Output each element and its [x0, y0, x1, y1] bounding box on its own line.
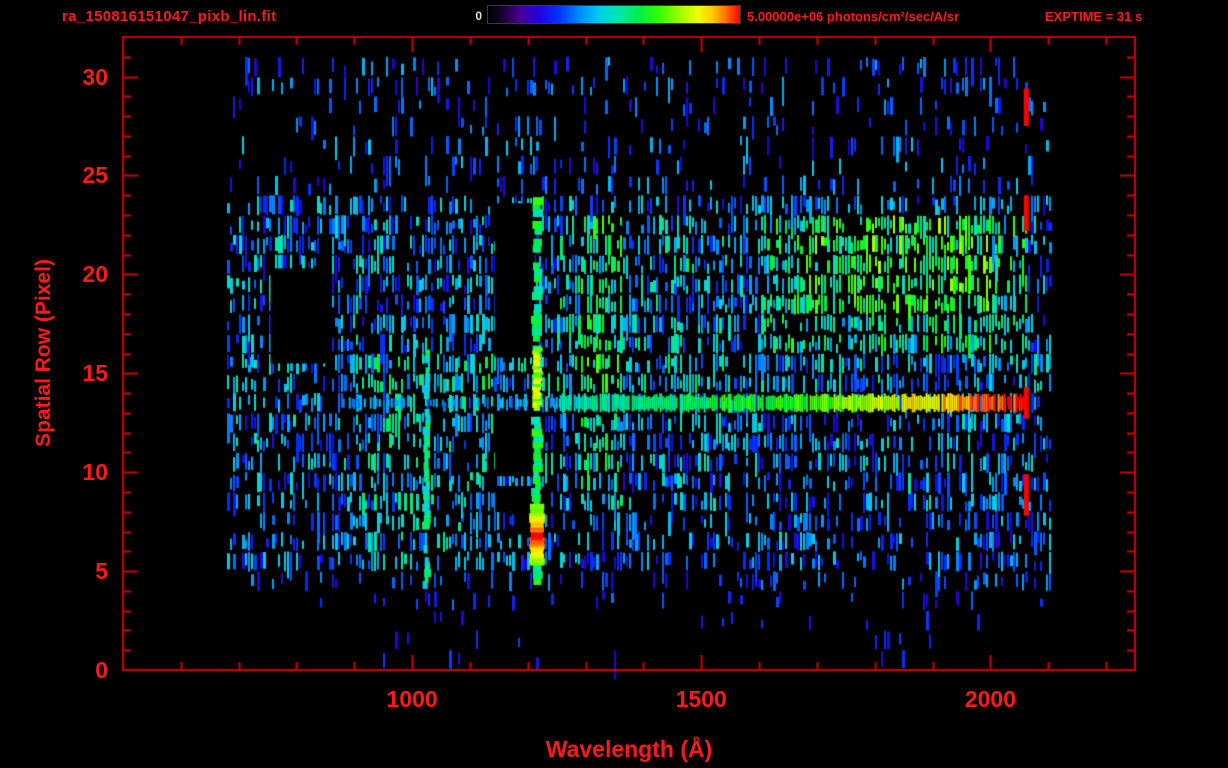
y-tick-label: 5	[95, 558, 108, 585]
y-tick-label: 20	[82, 261, 108, 288]
file-title: ra_150816151047_pixb_lin.fit	[62, 8, 277, 25]
x-axis-title: Wavelength (Å)	[545, 736, 713, 762]
y-tick-label: 0	[95, 657, 108, 683]
exptime-label: EXPTIME = 31 s	[1045, 9, 1143, 24]
x-tick-label: 1500	[675, 686, 727, 712]
plot-area	[123, 37, 1135, 670]
colorbar-gradient	[487, 5, 741, 24]
y-tick-label: 10	[82, 459, 108, 486]
x-tick-label: 1000	[386, 686, 438, 712]
colorbar-max-label: 5.00000e+06 photons/cm²/sec/A/sr	[747, 9, 960, 24]
y-tick-label: 15	[82, 360, 108, 387]
y-tick-label: 25	[82, 162, 108, 189]
y-tick-label: 30	[82, 63, 108, 90]
x-tick-label: 2000	[964, 686, 1016, 712]
colorbar-min-label: 0	[475, 9, 482, 23]
